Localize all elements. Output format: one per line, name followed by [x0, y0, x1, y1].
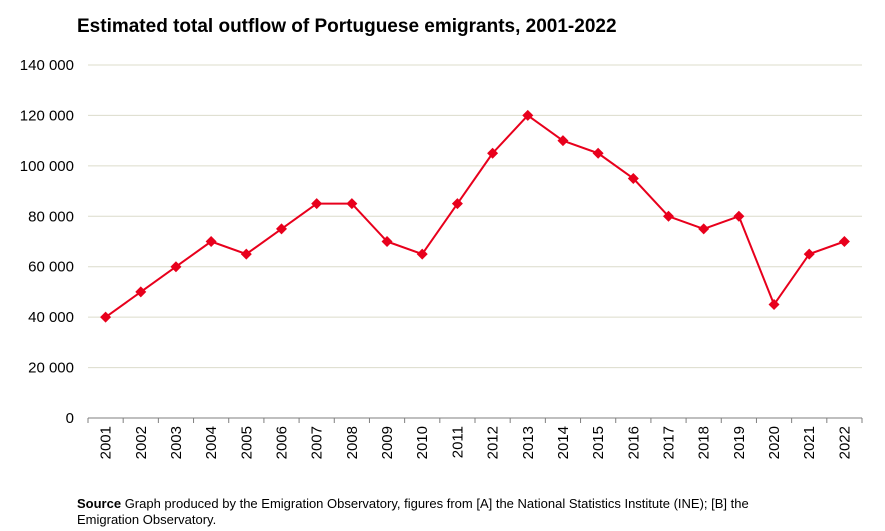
x-tick-label: 2015	[590, 426, 607, 459]
data-point-marker	[416, 248, 428, 260]
data-point-marker	[522, 109, 534, 121]
x-tick-label: 2018	[696, 426, 713, 459]
x-tick-label: 2008	[344, 426, 361, 459]
y-tick-label: 60 000	[28, 259, 74, 276]
x-tick-label: 2013	[520, 426, 537, 459]
data-point-marker	[698, 223, 710, 235]
x-tick-label: 2004	[203, 426, 220, 459]
y-tick-label: 120 000	[20, 107, 74, 124]
y-tick-label: 80 000	[28, 208, 74, 225]
data-point-marker	[240, 248, 252, 260]
data-point-marker	[768, 299, 780, 311]
x-tick-label: 2019	[731, 426, 748, 459]
y-tick-label: 20 000	[28, 360, 74, 377]
data-point-marker	[346, 198, 358, 210]
data-point-marker	[451, 198, 463, 210]
data-point-marker	[592, 147, 604, 159]
x-tick-label: 2003	[168, 426, 185, 459]
series-line	[100, 109, 850, 323]
x-tick-label: 2014	[555, 426, 572, 459]
y-tick-label: 40 000	[28, 309, 74, 326]
x-tick-label: 2011	[449, 426, 466, 458]
data-point-marker	[276, 223, 287, 235]
x-tick-label: 2006	[274, 426, 291, 459]
source-text: Graph produced by the Emigration Observa…	[77, 496, 749, 527]
x-tick-label: 2005	[238, 426, 255, 459]
x-tick-label: 2022	[836, 426, 853, 459]
y-tick-label: 0	[66, 410, 74, 427]
data-point-marker	[557, 135, 569, 147]
x-tick-label: 2020	[766, 426, 783, 459]
x-tick-label: 2007	[309, 426, 326, 459]
data-point-marker	[803, 248, 815, 260]
series-line	[105, 114, 845, 318]
y-tick-label: 140 000	[20, 57, 74, 74]
data-point-marker	[205, 236, 217, 247]
gridlines	[88, 64, 862, 369]
data-point-marker	[311, 198, 323, 210]
x-tick-label: 2010	[414, 426, 431, 459]
data-point-marker	[100, 311, 112, 323]
data-point-marker	[381, 236, 393, 247]
source-label: Source	[77, 496, 122, 511]
data-point-marker	[487, 147, 499, 159]
source-note: Source Graph produced by the Emigration …	[77, 496, 797, 528]
data-point-marker	[838, 236, 850, 247]
y-axis: 0 20 000 40 000 60 000 80 000 100 000 120 000 1…	[20, 57, 74, 427]
x-tick-label: 2002	[133, 426, 150, 459]
data-point-marker	[170, 261, 182, 273]
data-point-marker	[627, 172, 639, 184]
line-chart: 0 20 000 40 000 60 000 80 000 100 000 120 000 1…	[20, 57, 863, 459]
x-tick-label: 2016	[625, 426, 642, 459]
data-point-marker	[663, 210, 674, 222]
x-axis: 2001 2002 2003 2004 2005 2006 2007 2008 2009 2010…	[87, 417, 863, 459]
data-point-marker	[733, 210, 745, 222]
x-tick-label: 2017	[661, 426, 678, 459]
x-tick-label: 2012	[485, 426, 502, 459]
y-tick-label: 100 000	[20, 158, 74, 175]
chart-title: Estimated total outflow of Portuguese em…	[77, 16, 617, 37]
x-tick-label: 2021	[801, 426, 818, 459]
x-tick-label: 2009	[379, 426, 396, 459]
x-tick-label: 2001	[98, 426, 115, 459]
data-point-marker	[135, 286, 147, 298]
